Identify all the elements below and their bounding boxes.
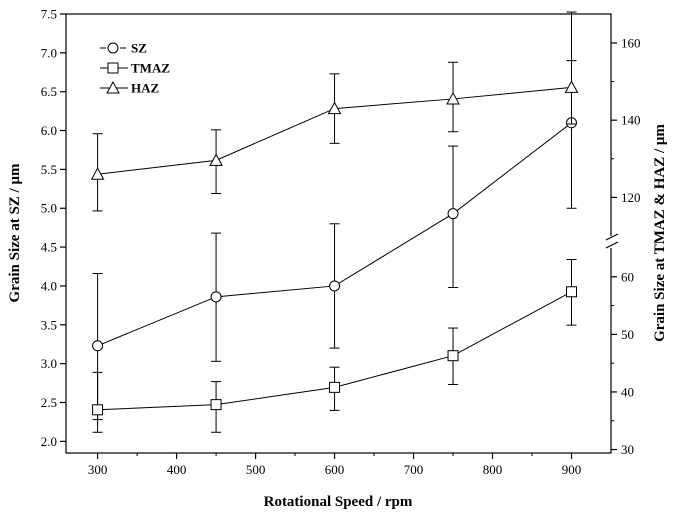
x-tick-label: 400 <box>167 462 187 477</box>
square-marker <box>330 382 340 392</box>
x-tick-label: 800 <box>483 462 503 477</box>
legend-label-tmaz: TMAZ <box>131 61 170 76</box>
left-y-tick-label: 3.5 <box>41 317 57 332</box>
square-marker <box>108 63 118 73</box>
x-tick-label: 600 <box>325 462 345 477</box>
circle-marker <box>330 281 340 291</box>
circle-marker <box>211 292 221 302</box>
legend-label-sz: SZ <box>131 41 147 56</box>
circle-marker <box>108 43 118 53</box>
left-y-tick-label: 2.5 <box>41 395 57 410</box>
circle-marker <box>448 209 458 219</box>
x-axis-ticks: 300 400 500 600 700 800 900 <box>88 453 581 477</box>
circle-marker <box>93 341 103 351</box>
left-y-axis-title: Grain Size at SZ / μm <box>7 163 23 302</box>
x-axis-title: Rotational Speed / rpm <box>264 494 413 510</box>
right-y-tick-label: 120 <box>621 190 641 205</box>
left-y-tick-label: 6.0 <box>41 123 57 138</box>
left-y-axis-ticks: 2.0 2.5 3.0 3.5 4.0 4.5 5.0 5.5 6.0 6.5 7.0 7.5 <box>41 7 66 449</box>
legend: SZ TMAZ HAZ <box>100 41 170 96</box>
right-y-tick-label: 50 <box>621 327 634 342</box>
x-tick-label: 300 <box>88 462 108 477</box>
left-y-tick-label: 6.5 <box>41 84 57 99</box>
x-tick-label: 700 <box>404 462 424 477</box>
left-y-tick-label: 7.0 <box>41 45 57 60</box>
left-y-tick-label: 4.5 <box>41 240 57 255</box>
square-marker <box>567 287 577 297</box>
right-y-tick-label: 30 <box>621 442 634 457</box>
left-y-tick-label: 4.0 <box>41 278 57 293</box>
square-marker <box>93 405 103 415</box>
triangle-marker <box>210 154 222 165</box>
right-y-tick-label: 160 <box>621 35 641 50</box>
right-axis-break-mark <box>606 234 619 248</box>
right-y-axis-title: Grain Size at TMAZ & HAZ / μm <box>652 124 668 342</box>
left-y-tick-label: 7.5 <box>41 7 57 22</box>
x-tick-label: 500 <box>246 462 266 477</box>
square-marker <box>211 400 221 410</box>
left-y-tick-label: 5.0 <box>41 201 57 216</box>
legend-label-haz: HAZ <box>131 81 160 96</box>
left-y-tick-label: 3.0 <box>41 356 57 371</box>
triangle-marker <box>566 81 578 92</box>
right-y-tick-label: 140 <box>621 113 641 128</box>
x-tick-label: 900 <box>562 462 582 477</box>
right-y-tick-label: 60 <box>621 269 634 284</box>
right-y-tick-label: 40 <box>621 384 634 399</box>
left-y-tick-label: 5.5 <box>41 162 57 177</box>
left-y-tick-label: 2.0 <box>41 434 57 449</box>
square-marker <box>448 351 458 361</box>
series-haz <box>92 12 578 211</box>
